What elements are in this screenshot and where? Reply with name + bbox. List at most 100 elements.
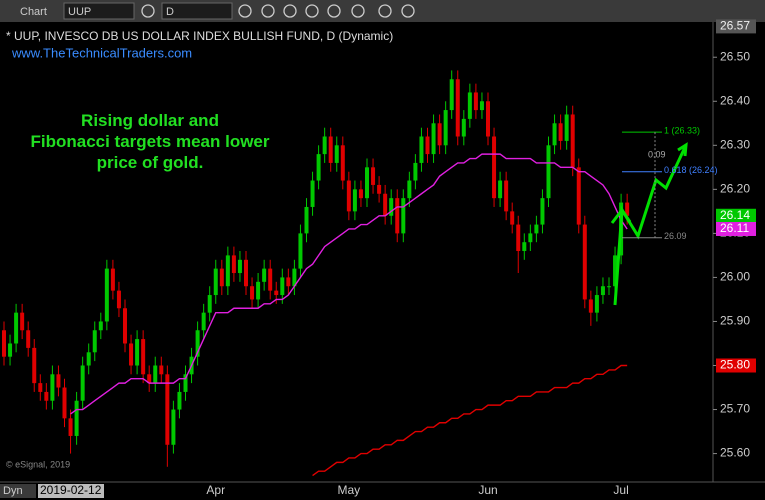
- candle-body: [425, 136, 430, 155]
- toolbar-icons[interactable]: [141, 4, 415, 18]
- candle-body: [552, 123, 557, 146]
- candle-body: [504, 180, 509, 212]
- candle-body: [68, 418, 73, 436]
- candle-body: [20, 312, 25, 331]
- candle-body: [98, 321, 103, 331]
- candle-body: [419, 136, 424, 163]
- fib-range: 0.09: [648, 149, 666, 159]
- candle-body: [473, 92, 478, 111]
- candle-body: [467, 92, 472, 119]
- candle-body: [147, 374, 152, 384]
- candle-body: [437, 123, 442, 146]
- candle-body: [449, 79, 454, 111]
- projection-arrows: [610, 142, 688, 306]
- candle-body: [486, 101, 490, 137]
- y-tick-label: 26.30: [720, 137, 750, 151]
- candle-body: [334, 145, 339, 163]
- candle-body: [153, 365, 158, 384]
- candle-body: [413, 162, 418, 181]
- indicator-line: [312, 364, 628, 477]
- candle-body: [286, 277, 291, 287]
- candle-body: [280, 277, 285, 296]
- candle-body: [558, 123, 563, 141]
- candle-body: [383, 193, 388, 216]
- candle-body: [395, 198, 400, 234]
- candle-body: [250, 286, 255, 300]
- candle-body: [74, 400, 79, 436]
- candle-body: [401, 198, 406, 234]
- candle-body: [316, 154, 321, 181]
- candle-body: [104, 268, 109, 322]
- candle-body: [256, 281, 261, 300]
- y-tick-label: 25.60: [720, 446, 750, 460]
- candle-body: [298, 233, 303, 269]
- candle-body: [600, 286, 605, 296]
- candle-body: [86, 352, 91, 366]
- y-tick-label: 26.20: [720, 182, 750, 196]
- mode-box[interactable]: [0, 484, 36, 498]
- candle-body: [8, 343, 13, 357]
- candle-body: [498, 180, 503, 199]
- candle-body: [461, 118, 466, 137]
- candle-body: [528, 233, 533, 243]
- candle-body: [62, 387, 67, 419]
- candle-body: [38, 383, 43, 392]
- candle-body: [346, 180, 351, 212]
- symbol-input[interactable]: [63, 2, 135, 20]
- candle-body: [171, 409, 176, 445]
- candle-body: [625, 202, 630, 216]
- candle-body: [540, 198, 545, 225]
- candle-body: [274, 290, 279, 296]
- candle-body: [56, 374, 61, 388]
- annotation: Rising dollar and Fibonacci targets mean …: [30, 111, 269, 172]
- candle-body: [522, 242, 527, 251]
- candle-body: [135, 339, 140, 366]
- fib-label: 0.618 (26.24): [664, 165, 718, 175]
- x-tick-label: May: [338, 483, 361, 497]
- candle-body: [219, 268, 224, 287]
- candle-body: [322, 136, 327, 155]
- price-tag-box: [716, 358, 756, 373]
- candle-body: [310, 180, 315, 207]
- candle-body: [328, 136, 333, 163]
- candle-body: [546, 145, 551, 199]
- price-tag: 26.14: [720, 208, 750, 222]
- candle-body: [244, 259, 248, 287]
- candle-body: [371, 167, 376, 185]
- candle-body: [26, 330, 31, 348]
- candle-body: [431, 123, 436, 155]
- x-tick-label: Apr: [206, 483, 225, 497]
- candle-body: [165, 374, 170, 445]
- x-tick-label: Jun: [478, 483, 497, 497]
- candle-body: [177, 391, 182, 410]
- candle-body: [365, 167, 369, 199]
- candle-body: [268, 268, 273, 291]
- price-tag: 25.80: [720, 358, 750, 372]
- fib-label: 26.09: [664, 231, 687, 241]
- candle-body: [407, 180, 412, 199]
- window-label: Chart: [20, 6, 47, 18]
- candle-body: [92, 330, 97, 353]
- candle-body: [479, 101, 484, 111]
- candle-body: [588, 299, 593, 313]
- candle-body: [116, 290, 121, 309]
- x-tick-label: Jul: [613, 483, 628, 497]
- mode: Dyn: [3, 485, 23, 497]
- candle-body: [14, 312, 19, 344]
- y-tick-label: 25.90: [720, 314, 750, 328]
- candle-body: [304, 206, 309, 234]
- interval-input[interactable]: [161, 2, 233, 20]
- candle-body: [123, 308, 127, 344]
- candle-body: [50, 374, 55, 401]
- candle-body: [237, 259, 242, 274]
- symbol: UUP: [68, 6, 91, 18]
- y-tick-label: 26.50: [720, 49, 750, 63]
- candle-body: [613, 255, 618, 287]
- candle-body: [516, 224, 521, 251]
- y-tick-label: 26.00: [720, 270, 750, 284]
- candle-body: [492, 136, 497, 199]
- candle-body: [570, 114, 575, 168]
- candle-body: [32, 347, 37, 384]
